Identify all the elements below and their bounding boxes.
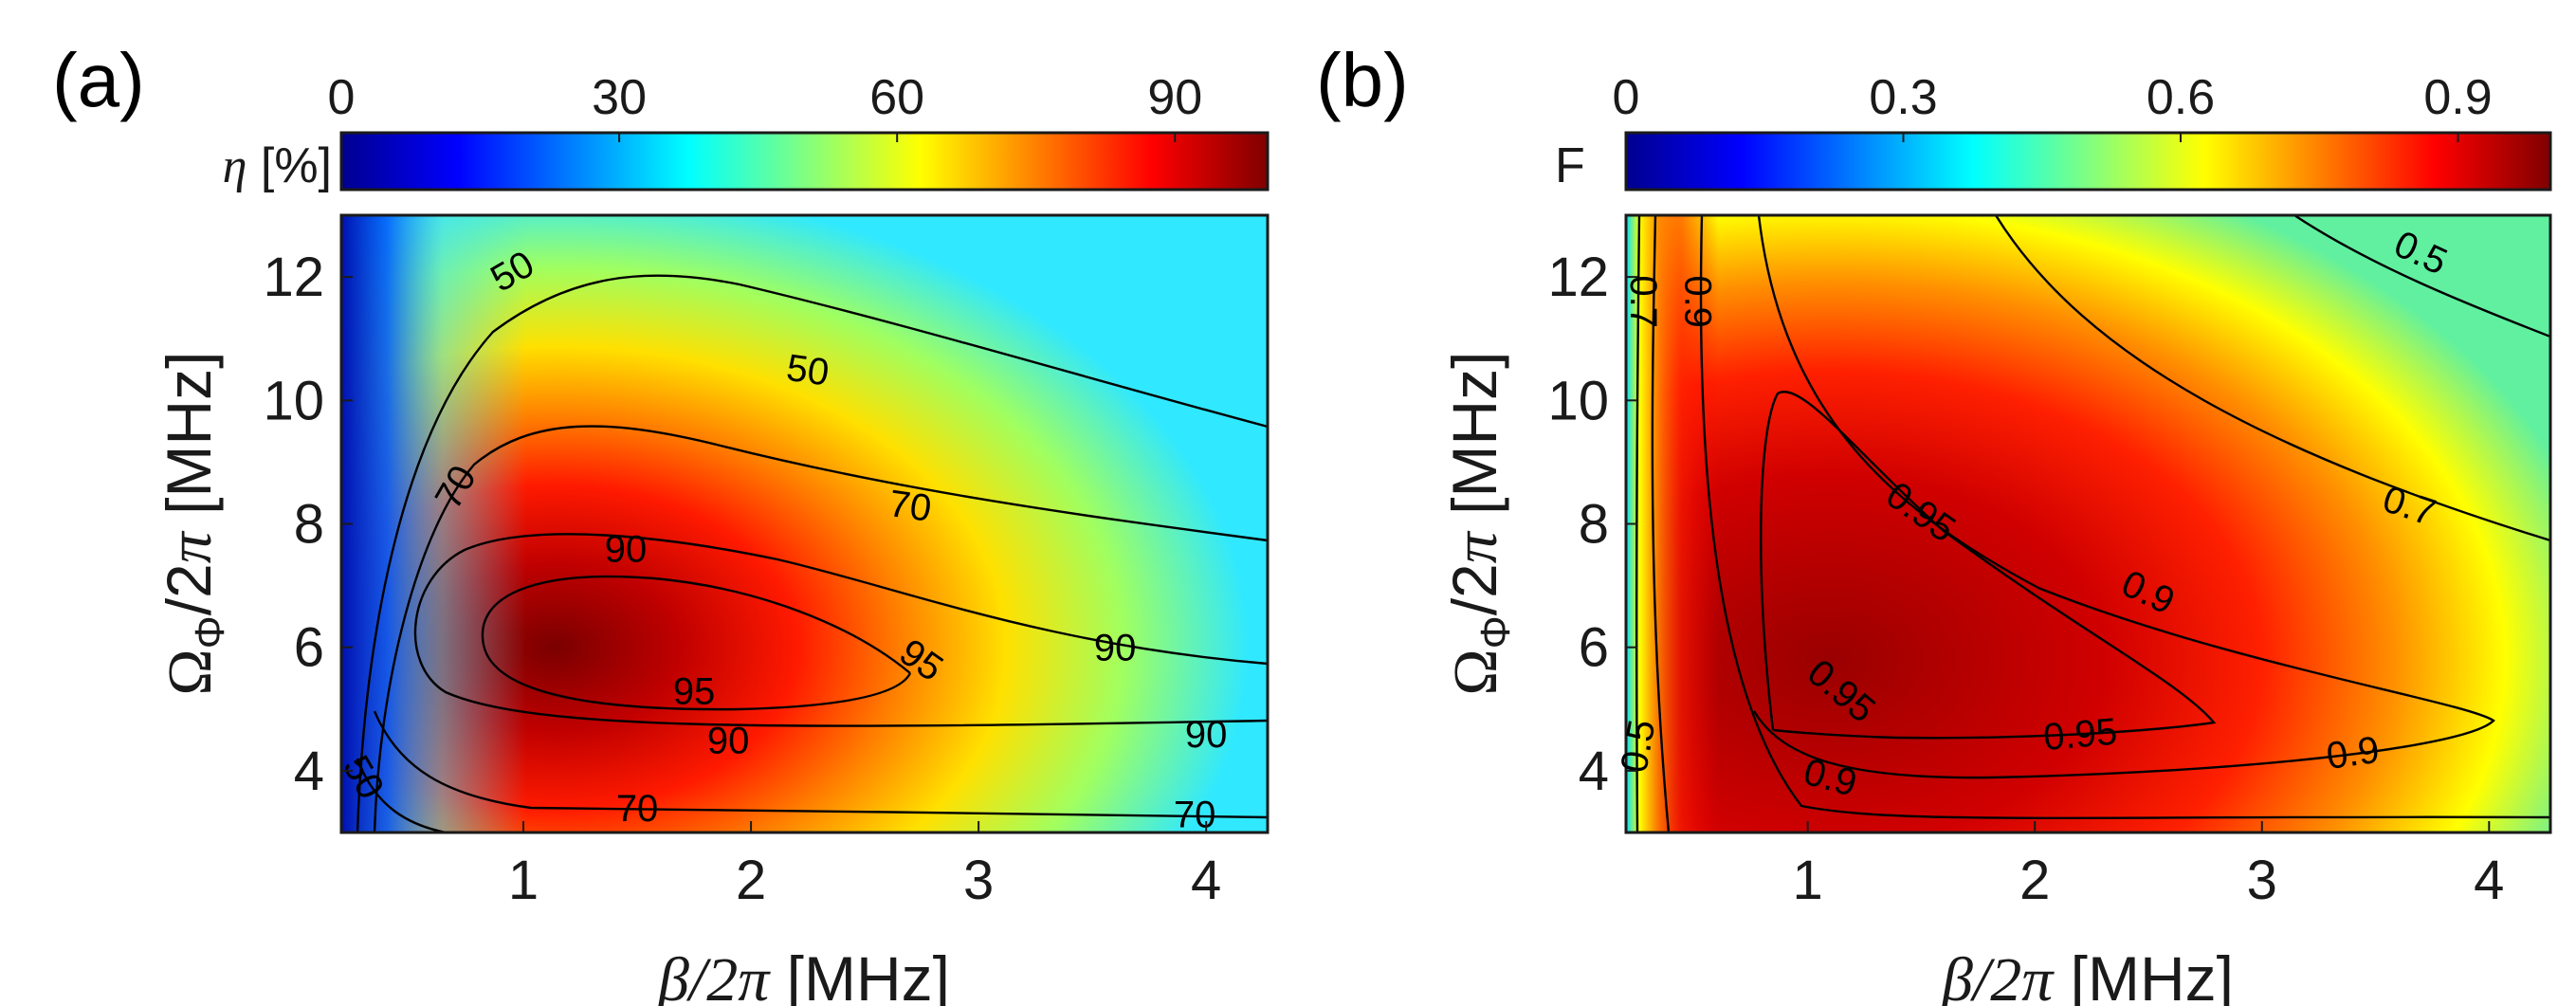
- y-label-a-symbol: Ω: [155, 649, 225, 695]
- colorbar-tick-label: 0.3: [1869, 70, 1937, 125]
- y-label-b-sub: Φ: [1472, 615, 1519, 649]
- contour-a-70-lower: [373, 710, 1268, 819]
- x-label-a-pi: π: [738, 945, 771, 1006]
- x-tick-label: 3: [2247, 850, 2277, 911]
- x-tick-label: 1: [1793, 850, 1823, 911]
- x-tick-label: 3: [963, 850, 994, 911]
- y-tick-label: 8: [1579, 494, 1609, 556]
- contour-a-50-lower: [356, 758, 447, 832]
- contour-label: 0.95: [2042, 711, 2119, 759]
- contour-b-0.7-left: [1651, 215, 1671, 832]
- y-label-a-pi: π: [155, 530, 225, 563]
- contour-a-50: [356, 274, 1268, 832]
- x-label-a-symbol: β/2: [656, 945, 738, 1006]
- contour-label: 0.9: [2324, 729, 2382, 777]
- y-label-b-rest: /2: [1439, 563, 1509, 615]
- y-ticks-b: 4 6 8 10 12: [1547, 247, 1637, 802]
- contour-label: 70: [1174, 794, 1216, 835]
- colorbar-a-frame: [339, 131, 1270, 192]
- x-label-b-pi: π: [2021, 945, 2055, 1006]
- panel-a-letter: (a): [52, 38, 145, 122]
- colorbar-tick-label: 60: [869, 70, 924, 125]
- x-axis-label-a: β/2π [MHz]: [656, 943, 950, 1006]
- y-ticks-a: 4 6 8 10 12: [263, 247, 353, 802]
- heatmap-b-low-edge: [1626, 215, 2550, 832]
- colorbar-b: [1626, 133, 2550, 190]
- contour-b-0.5-left: [1635, 215, 1641, 832]
- contour-label: 90: [1185, 714, 1228, 756]
- y-tick-label: 10: [263, 370, 324, 431]
- contour-label: 90: [1094, 628, 1137, 669]
- colorbar-a-label: η [%]: [223, 138, 332, 193]
- contour-label: 90: [707, 720, 750, 761]
- contour-a-95: [481, 575, 912, 711]
- y-label-a-sub: Φ: [187, 615, 233, 649]
- contour-b-0.5-right: [2293, 215, 2550, 338]
- x-axis-label-b: β/2π [MHz]: [1940, 943, 2234, 1006]
- heatmap-b: [1626, 215, 2550, 832]
- y-tick-label: 8: [294, 494, 324, 556]
- colorbar-tick-label: 0: [328, 70, 356, 125]
- colorbar-tick-label: 90: [1147, 70, 1202, 125]
- y-tick-label: 10: [1547, 370, 1609, 431]
- x-tick-label: 4: [2474, 850, 2504, 911]
- y-label-b-unit: [MHz]: [1439, 352, 1509, 533]
- y-label-b-pi: π: [1441, 530, 1510, 563]
- colorbar-b-label: F: [1555, 138, 1585, 193]
- contour-a-70: [373, 425, 1268, 832]
- x-tick-label: 4: [1191, 850, 1221, 911]
- contour-a-90: [413, 533, 1268, 727]
- heatmap-a-low-edge: [341, 215, 1268, 832]
- colorbar-b-label-symbol: F: [1555, 138, 1585, 193]
- contour-label: 95: [673, 670, 716, 712]
- colorbar-a: [341, 133, 1268, 190]
- x-tick-label: 2: [2019, 850, 2050, 911]
- colorbar-tick-label: 0: [1613, 70, 1640, 125]
- contour-b-0.95: [1760, 391, 2217, 740]
- x-tick-label: 1: [508, 850, 539, 911]
- contour-b-0.7-right: [1994, 215, 2550, 542]
- contour-label: 0.5: [1613, 717, 1663, 776]
- x-label-a-unit: [MHz]: [769, 943, 950, 1006]
- colorbar-a-ticks: 0 30 60 90: [328, 70, 1202, 142]
- contour-label: 70: [616, 788, 659, 830]
- y-label-a-rest: /2: [154, 563, 224, 615]
- y-tick-label: 12: [1547, 247, 1609, 308]
- heatmap-a: [341, 215, 1268, 832]
- colorbar-b-ticks: 0 0.3 0.6 0.9: [1613, 70, 2493, 142]
- y-tick-label: 12: [263, 247, 324, 308]
- panel-b-letter: (b): [1316, 38, 1409, 122]
- x-tick-label: 2: [736, 850, 766, 911]
- y-axis-label-b: ΩΦ/2π [MHz]: [1439, 352, 1519, 696]
- x-label-b-unit: [MHz]: [2053, 943, 2234, 1006]
- x-ticks-b: 1 2 3 4: [1793, 821, 2504, 911]
- colorbar-tick-label: 0.9: [2423, 70, 2492, 125]
- contour-b-0.9-left: [1699, 215, 2550, 819]
- colorbar-a-label-unit: [%]: [247, 138, 332, 193]
- y-label-b-symbol: Ω: [1441, 649, 1510, 695]
- contour-label: 50: [784, 347, 831, 394]
- y-tick-label: 4: [294, 741, 324, 802]
- colorbar-tick-label: 30: [592, 70, 647, 125]
- contour-b-0.9-inner: [1752, 215, 2495, 779]
- y-tick-label: 4: [1579, 741, 1609, 802]
- colorbar-b-frame: [1624, 131, 2552, 192]
- y-tick-label: 6: [1579, 617, 1609, 679]
- contour-label: 90: [605, 529, 648, 571]
- x-ticks-a: 1 2 3 4: [508, 821, 1221, 911]
- x-label-b-symbol: β/2: [1940, 945, 2021, 1006]
- colorbar-a-label-symbol: η: [223, 139, 247, 193]
- contour-label: 0.9: [1677, 275, 1719, 328]
- y-label-a-unit: [MHz]: [154, 352, 224, 533]
- contour-label: 0.7: [1622, 275, 1664, 328]
- panel-b: (b) 0 0.3 0.6 0.9 F 0.7 0.90.50.50.70.950.90…: [1316, 38, 2552, 1006]
- colorbar-tick-label: 0.6: [2147, 70, 2215, 125]
- y-axis-label-a: ΩΦ/2π [MHz]: [154, 352, 233, 696]
- contour-label: 70: [886, 483, 934, 530]
- y-tick-label: 6: [294, 617, 324, 679]
